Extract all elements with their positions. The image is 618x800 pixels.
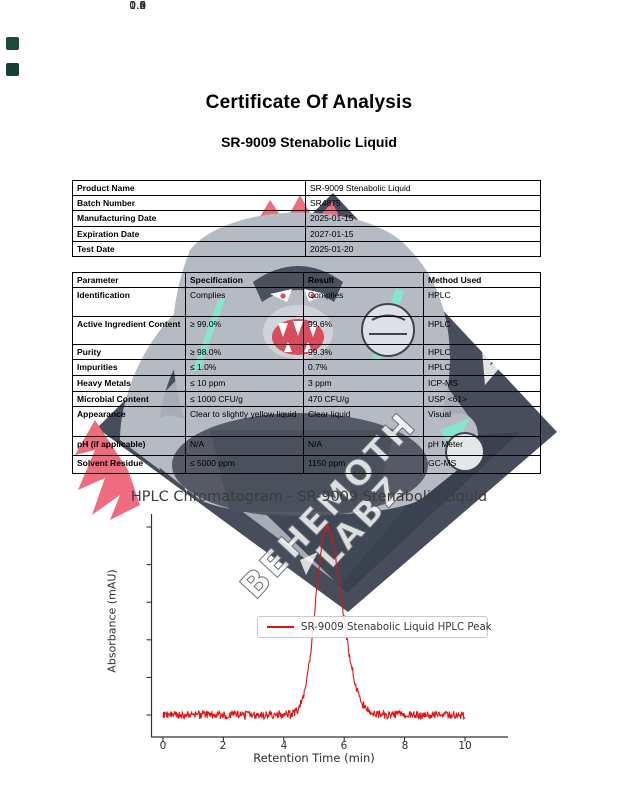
table-row: Expiration Date 2027-01-15: [72, 225, 541, 242]
x-tick-label: 8: [401, 740, 409, 752]
x-tick-label: 10: [458, 740, 472, 752]
method-cell: HPLC: [423, 316, 541, 346]
specification-cell: ≤ 1.0%: [185, 359, 304, 376]
table-row: Solvent Residue ≤ 5000 ppm 1150 ppm GC-M…: [72, 454, 541, 474]
parameter-cell: Active Ingredient Content: [72, 316, 186, 346]
y-tick-label: 0.2: [129, 0, 146, 12]
field-value: SR-9009 Stenabolic Liquid: [305, 179, 541, 197]
corner-square-icon: [6, 37, 19, 50]
table-row: Appearance Clear to slightly yellow liqu…: [72, 405, 541, 437]
method-cell: USP <61>: [423, 390, 541, 407]
method-cell: pH Meter: [423, 435, 541, 456]
field-label: Expiration Date: [72, 225, 306, 242]
method-cell: GC-MS: [423, 454, 541, 474]
specification-cell: Complies: [185, 287, 304, 318]
parameter-cell: Heavy Metals: [72, 374, 186, 392]
corner-square-icon: [6, 63, 19, 76]
y-tick-label: 0.4: [129, 0, 146, 12]
x-tick-label: 6: [340, 740, 348, 752]
result-cell: 1150 ppm: [303, 454, 424, 474]
specification-cell: ≥ 98.0%: [185, 344, 304, 361]
legend-label: SR-9009 Stenabolic Liquid HPLC Peak: [301, 621, 492, 633]
chart-legend: SR-9009 Stenabolic Liquid HPLC Peak: [257, 616, 492, 638]
table-row: Batch Number SR4875: [72, 195, 541, 212]
result-cell: 470 CFU/g: [303, 390, 424, 407]
specification-cell: ≤ 5000 ppm: [185, 454, 304, 474]
table-row: Impurities ≤ 1.0% 0.7% HPLC: [72, 359, 541, 376]
y-tick-label: 0.6: [129, 0, 146, 12]
y-axis-label: Absorbance (mAU): [105, 569, 119, 673]
specification-cell: ≤ 1000 CFU/g: [185, 390, 304, 407]
specification-cell: Clear to slightly yellow liquid: [185, 405, 304, 437]
page-title: Certificate Of Analysis: [205, 92, 413, 113]
specification-cell: N/A: [185, 435, 304, 456]
legend-line-icon: [267, 626, 294, 628]
table-row: Identification Complies Complies HPLC: [72, 287, 541, 318]
field-label: Test Date: [72, 240, 306, 257]
column-header: Specification: [185, 271, 304, 289]
result-cell: 3 ppm: [303, 374, 424, 392]
result-cell: 99.3%: [303, 344, 424, 361]
method-cell: ICP-MS: [423, 374, 541, 392]
parameter-cell: Impurities: [72, 359, 186, 376]
parameter-cell: Solvent Residue: [72, 454, 186, 474]
table-row: Purity ≥ 98.0% 99.3% HPLC: [72, 344, 541, 361]
x-axis-label: Retention Time (min): [253, 751, 375, 765]
method-cell: Visual: [423, 405, 541, 437]
page-subtitle: SR-9009 Stenabolic Liquid: [221, 134, 397, 150]
table-row: pH (if applicable) N/A N/A pH Meter: [72, 435, 541, 456]
field-value: 2025-01-20: [305, 240, 541, 257]
parameter-cell: Microbial Content: [72, 390, 186, 407]
table-row: Active Ingredient Content ≥ 99.0% 99.6% …: [72, 316, 541, 346]
chart-title: HPLC Chromatogram - SR-9009 Stenabolic L…: [130, 489, 488, 505]
parameter-cell: pH (if applicable): [72, 435, 186, 456]
column-header: Result: [303, 271, 424, 289]
table-row: Test Date 2025-01-20: [72, 240, 541, 257]
field-label: Batch Number: [72, 195, 306, 212]
table-row: Manufacturing Date 2025-01-15: [72, 210, 541, 227]
specification-cell: ≥ 99.0%: [185, 316, 304, 346]
field-label: Product Name: [72, 179, 306, 197]
x-tick-label: 0: [159, 740, 167, 752]
analysis-results-table: Parameter Specification Result Method Us…: [72, 271, 541, 474]
y-tick-label: 1.0: [129, 0, 146, 12]
field-value: 2027-01-15: [305, 225, 541, 242]
field-value: 2025-01-15: [305, 210, 541, 227]
parameter-cell: Identification: [72, 287, 186, 318]
result-cell: Clear liquid: [303, 405, 424, 437]
column-header: Method Used: [423, 271, 541, 289]
parameter-cell: Appearance: [72, 405, 186, 437]
table-row: Microbial Content ≤ 1000 CFU/g 470 CFU/g…: [72, 390, 541, 407]
table-row: Product Name SR-9009 Stenabolic Liquid: [72, 179, 541, 197]
x-tick-label: 4: [280, 740, 288, 752]
field-label: Manufacturing Date: [72, 210, 306, 227]
x-tick-label: 2: [219, 740, 227, 752]
parameter-cell: Purity: [72, 344, 186, 361]
result-cell: 99.6%: [303, 316, 424, 346]
table-row: Heavy Metals ≤ 10 ppm 3 ppm ICP-MS: [72, 374, 541, 392]
y-tick-label: 0.8: [129, 0, 146, 12]
column-header: Parameter: [72, 271, 186, 289]
field-value: SR4875: [305, 195, 541, 212]
method-cell: HPLC: [423, 359, 541, 376]
specification-cell: ≤ 10 ppm: [185, 374, 304, 392]
method-cell: HPLC: [423, 344, 541, 361]
method-cell: HPLC: [423, 287, 541, 318]
result-cell: 0.7%: [303, 359, 424, 376]
y-tick-label: 0.0: [129, 0, 146, 12]
product-info-table: Product Name SR-9009 Stenabolic Liquid B…: [72, 179, 541, 257]
result-cell: N/A: [303, 435, 424, 456]
result-cell: Complies: [303, 287, 424, 318]
table-header-row: Parameter Specification Result Method Us…: [72, 271, 541, 289]
